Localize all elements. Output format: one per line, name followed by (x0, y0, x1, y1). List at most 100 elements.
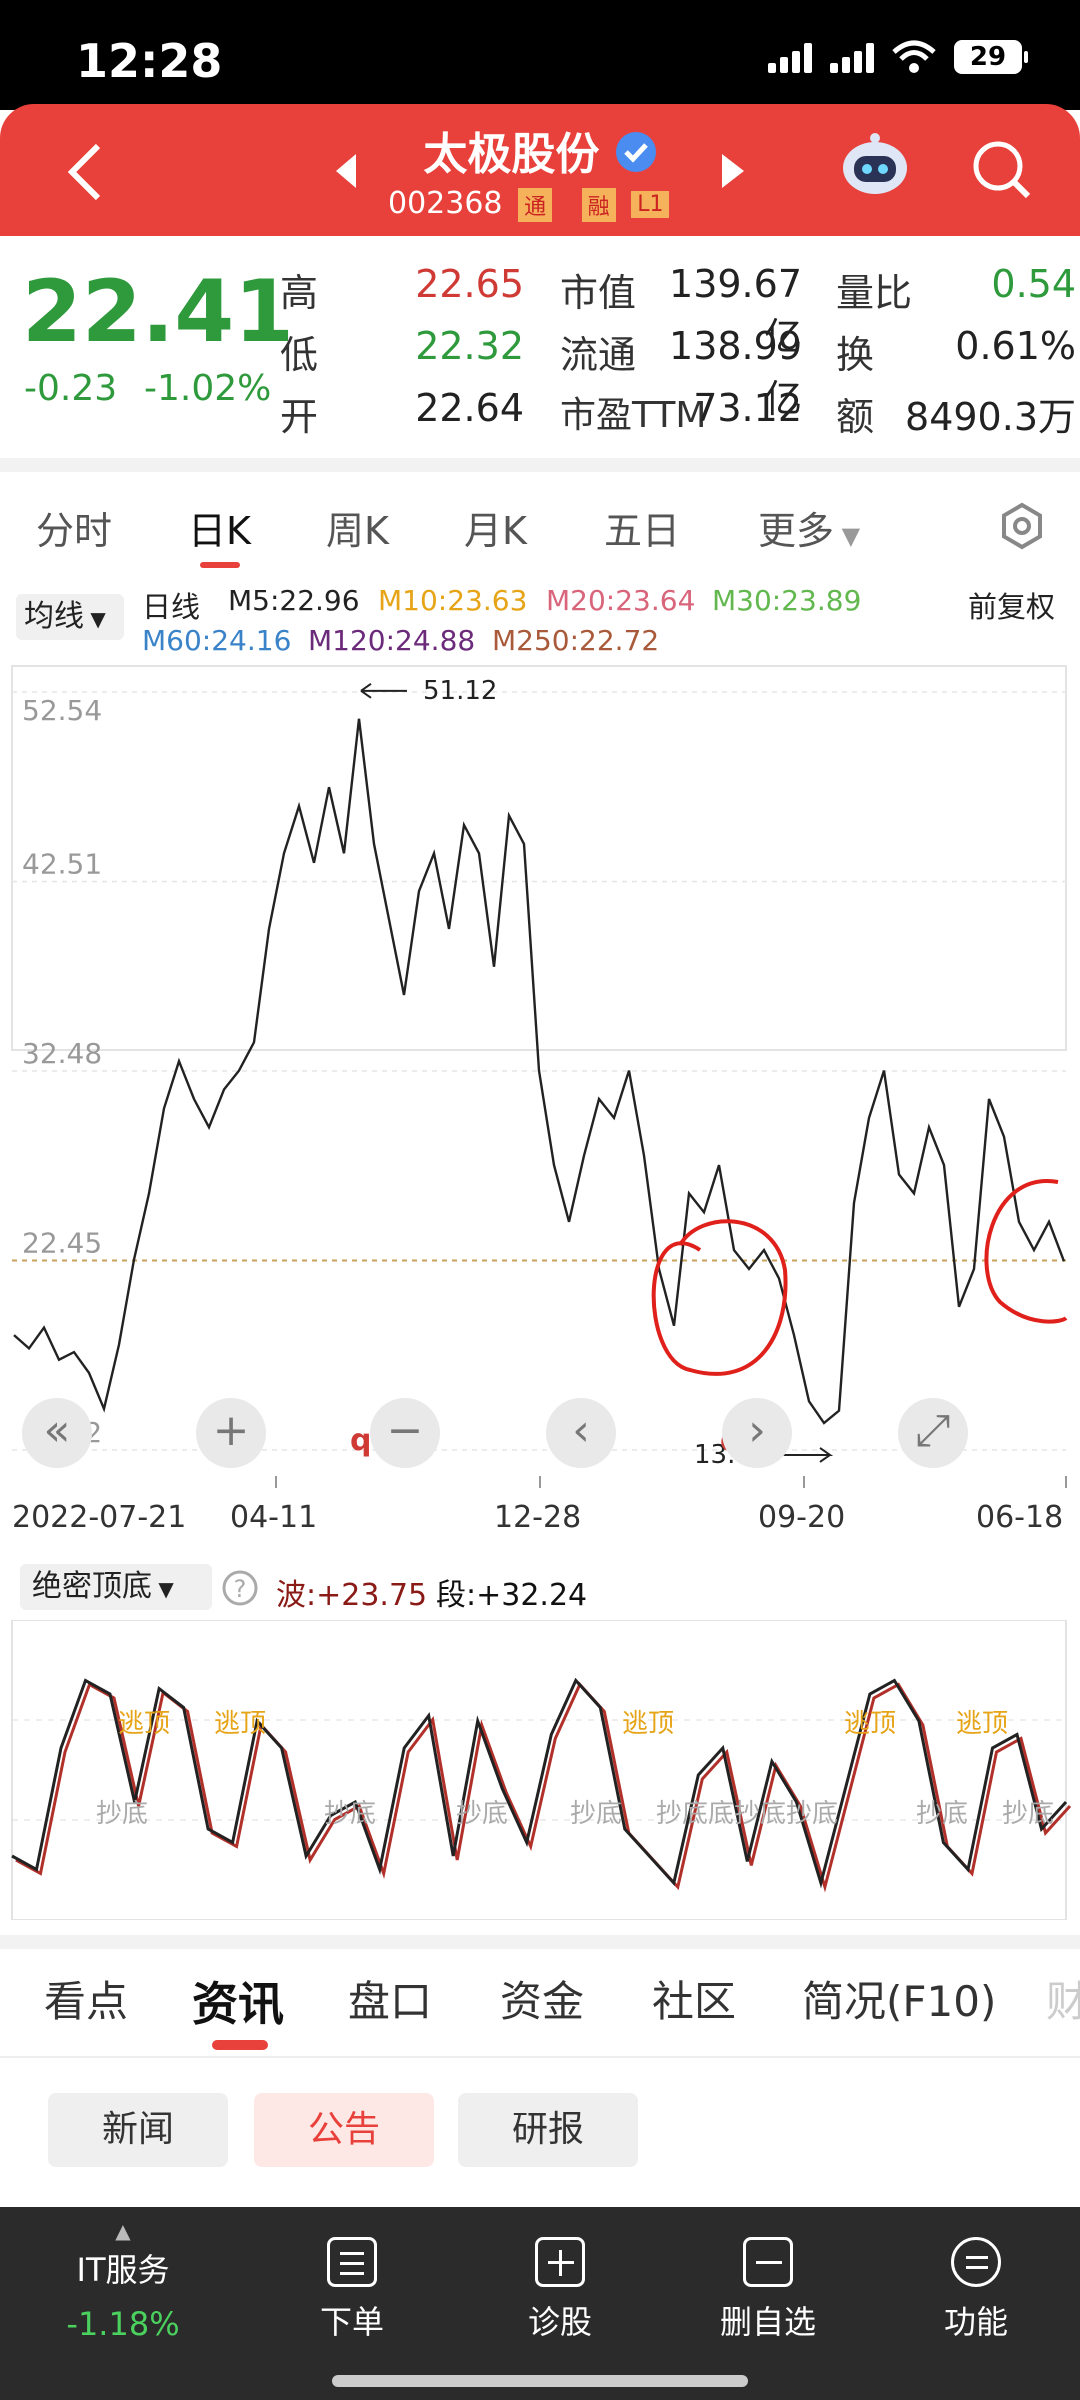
status-time: 12:28 (76, 34, 223, 88)
mcap-label: 市值 (560, 271, 637, 315)
tab-daily-k[interactable]: 日K (188, 509, 251, 553)
sector-change: -1.18% (66, 2305, 180, 2343)
fullscreen-button[interactable]: ⤢ (898, 1398, 968, 1468)
oscillator-frame (11, 1620, 1067, 1920)
escape-top-label: 逃顶 (118, 1709, 170, 1739)
tab-more[interactable]: 更多 ▼ (758, 500, 860, 555)
tab-order-book[interactable]: 盘口 (348, 1977, 433, 2026)
back-icon[interactable] (66, 142, 106, 202)
pe-label: 市盈TTM (560, 395, 707, 436)
ma60-label: M60:24.16 (142, 624, 292, 657)
oscillator-name: 绝密顶底 (32, 1569, 152, 1604)
stock-header: 太极股份 002368 通 融 L1 (0, 104, 1080, 236)
battery-icon: 29 (954, 40, 1028, 74)
caret-down-icon: ▼ (834, 522, 861, 550)
date-label-end: 06-18 (976, 1500, 1064, 1535)
remove-watchlist-label: 删自选 (719, 2303, 816, 2341)
tab-intraday[interactable]: 分时 (36, 509, 113, 553)
max-price-label: 51.12 (423, 676, 497, 706)
zoom-in-button[interactable]: + (196, 1398, 266, 1468)
diagnose-button[interactable]: 诊股 (480, 2237, 640, 2343)
order-icon (327, 2237, 377, 2287)
zoom-out-button[interactable]: − (370, 1398, 440, 1468)
subtab-announcements[interactable]: 公告 (254, 2093, 434, 2167)
y-tick-label: 52.54 (22, 694, 102, 727)
buy-bottom-label: 抄底 (570, 1799, 622, 1829)
segment-value: 段:+32.24 (436, 1578, 588, 1613)
escape-top-label: 逃顶 (844, 1709, 896, 1739)
divider (0, 458, 1080, 472)
indicator-selector[interactable]: 均线 ▼ (16, 594, 124, 640)
tab-weekly-k[interactable]: 周K (326, 509, 389, 553)
tab-community[interactable]: 社区 (652, 1977, 737, 2026)
amount-label: 额 (836, 395, 875, 439)
buy-bottom-label: 抄底底抄底抄底 (656, 1799, 838, 1829)
tab-capital[interactable]: 资金 (500, 1977, 585, 2026)
caret-down-icon: ▼ (84, 607, 106, 631)
volratio-label: 量比 (836, 271, 913, 315)
turnover-label: 换 (836, 333, 875, 377)
turnover-value: 0.61% (955, 324, 1076, 368)
search-icon[interactable] (970, 138, 1034, 202)
low-value: 22.32 (415, 324, 524, 368)
annotation-circle (651, 1219, 788, 1376)
help-icon[interactable]: ? (222, 1570, 258, 1606)
tag-l1: L1 (631, 191, 670, 218)
buy-bottom-label: 抄底 (96, 1799, 148, 1829)
ma250-label: M250:22.72 (492, 624, 660, 657)
scroll-right-button[interactable]: › (722, 1398, 792, 1468)
functions-button[interactable]: 功能 (896, 2237, 1056, 2343)
wave-value: 波:+23.75 (276, 1578, 428, 1613)
oscillator-chart: 逃顶 逃顶 逃顶 逃顶 逃顶 抄底 抄底 抄底 抄底 抄底底抄底抄底 抄底 抄底 (11, 1620, 1072, 1920)
buy-bottom-label: 抄底 (324, 1799, 376, 1829)
tab-five-day[interactable]: 五日 (604, 509, 681, 553)
menu-icon (951, 2237, 1001, 2287)
robot-assistant-icon[interactable] (840, 130, 910, 200)
stock-name: 太极股份 (423, 129, 600, 180)
float-label: 流通 (560, 333, 637, 377)
volratio-value: 0.54 (991, 262, 1076, 306)
svg-text:?: ? (234, 1575, 247, 1603)
tab-monthly-k[interactable]: 月K (464, 509, 527, 553)
scroll-start-button[interactable]: « (22, 1398, 92, 1468)
marker-q-1: q (350, 1423, 371, 1458)
pe-value: 73.12 (693, 386, 802, 430)
remove-watchlist-button[interactable]: 删自选 (688, 2237, 848, 2343)
settings-icon[interactable] (998, 502, 1046, 550)
oscillator-selector[interactable]: 绝密顶底 ▼ (20, 1564, 212, 1610)
annotation-circle (984, 1179, 1068, 1324)
date-label: 09-20 (758, 1500, 846, 1535)
subtab-news[interactable]: 新闻 (48, 2093, 228, 2167)
active-tab-indicator (200, 562, 240, 568)
active-tab-indicator (212, 2040, 268, 2050)
scroll-left-button[interactable]: ‹ (546, 1398, 616, 1468)
oscillator-line (11, 1677, 1068, 1889)
high-label: 高 (280, 271, 319, 315)
sector-info[interactable]: ▲ IT服务 -1.18% (0, 2219, 246, 2343)
tab-news[interactable]: 资讯 (192, 1977, 284, 2031)
escape-top-label: 逃顶 (956, 1709, 1008, 1739)
mcap-value: 139.67亿 (669, 262, 802, 359)
home-indicator (332, 2375, 748, 2387)
y-tick-label: 42.51 (22, 848, 102, 881)
tab-highlights[interactable]: 看点 (44, 1977, 129, 2026)
prev-stock-icon[interactable] (336, 154, 358, 188)
buy-bottom-label: 抄底 (456, 1799, 508, 1829)
tab-profile[interactable]: 简况(F10) (802, 1977, 997, 2026)
subtab-research[interactable]: 研报 (458, 2093, 638, 2167)
status-bar: 12:28 29 (0, 0, 1080, 110)
buy-bottom-label: 抄底 (1002, 1799, 1054, 1829)
functions-label: 功能 (943, 2303, 1008, 2341)
caret-up-icon: ▲ (115, 2219, 131, 2243)
next-stock-icon[interactable] (722, 154, 744, 188)
escape-top-label: 逃顶 (214, 1709, 266, 1739)
price-change: -0.23 (24, 368, 118, 409)
tag-rong: 融 (581, 187, 616, 222)
order-button[interactable]: 下单 (272, 2237, 432, 2343)
tab-finance[interactable]: 财 (1046, 1977, 1080, 2026)
caret-down-icon: ▼ (152, 1577, 174, 1601)
ma120-label: M120:24.88 (308, 624, 476, 657)
diagnose-icon (535, 2237, 585, 2287)
adjust-mode[interactable]: 前复权 (968, 590, 1056, 624)
